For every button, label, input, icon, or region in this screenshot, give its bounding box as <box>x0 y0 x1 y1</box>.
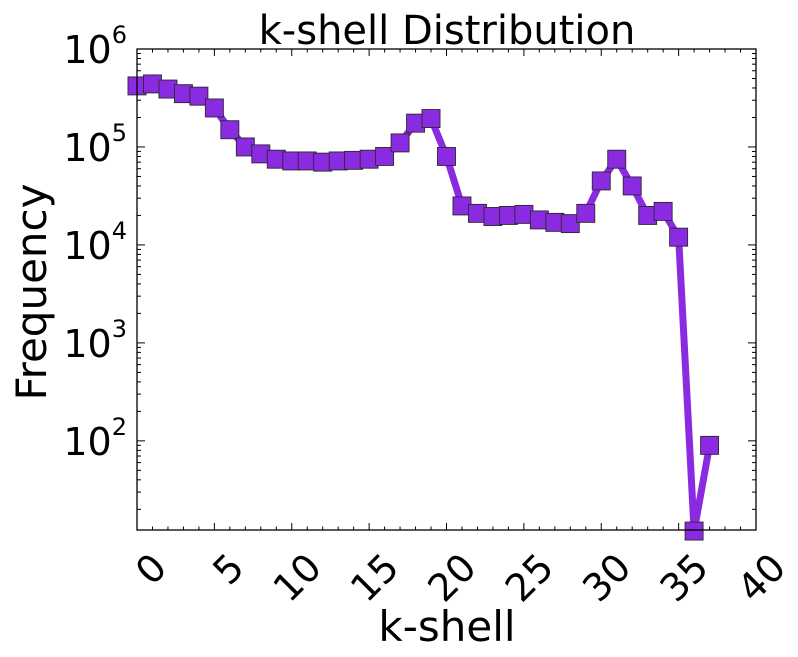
chart-title: k-shell Distribution <box>259 8 636 54</box>
data-point-marker <box>421 109 441 129</box>
data-point-marker <box>576 203 596 223</box>
data-point-marker <box>622 176 642 196</box>
data-point-marker <box>653 201 673 221</box>
x-tick-label: 10 <box>265 545 330 610</box>
y-tick-base: 10 <box>63 322 111 366</box>
data-point-marker <box>591 171 611 191</box>
data-point-marker <box>220 120 240 140</box>
y-tick-exponent: 6 <box>112 21 127 49</box>
y-axis-label: Frequency <box>7 184 56 401</box>
y-tick-label: 103 <box>63 315 127 366</box>
data-point-marker <box>684 521 704 541</box>
data-point-marker <box>204 98 224 118</box>
y-tick-exponent: 3 <box>112 315 127 343</box>
x-tick-label: 25 <box>497 545 562 610</box>
x-axis-label: k-shell <box>378 602 515 651</box>
x-tick-label: 5 <box>204 545 252 593</box>
y-tick-label: 106 <box>63 21 127 72</box>
y-tick-exponent: 4 <box>112 217 127 245</box>
data-point-marker <box>390 133 410 153</box>
data-point-marker <box>375 147 395 166</box>
y-tick-base: 10 <box>63 28 111 72</box>
x-tick-label: 20 <box>419 545 484 610</box>
data-point-marker <box>607 149 627 169</box>
y-tick-base: 10 <box>63 420 111 464</box>
data-point-marker <box>700 435 720 455</box>
data-point-marker <box>560 214 580 234</box>
series-layer <box>127 74 720 541</box>
y-tick-base: 10 <box>63 126 111 170</box>
y-tick-exponent: 5 <box>112 119 127 147</box>
plot-frame <box>136 48 757 531</box>
y-tick-label: 104 <box>63 217 127 268</box>
y-tick-label: 102 <box>63 413 127 464</box>
x-tick-label: 15 <box>342 545 407 610</box>
x-tick-label: 30 <box>574 545 639 610</box>
x-tick-label: 0 <box>127 545 175 593</box>
y-tick-exponent: 2 <box>112 413 127 441</box>
x-tick-label: 35 <box>651 545 716 610</box>
x-tick-label: 40 <box>729 545 794 610</box>
data-point-marker <box>669 227 689 247</box>
data-point-marker <box>437 147 456 166</box>
y-tick-base: 10 <box>63 224 111 268</box>
y-tick-label: 105 <box>63 119 127 170</box>
data-point-marker <box>189 86 209 106</box>
